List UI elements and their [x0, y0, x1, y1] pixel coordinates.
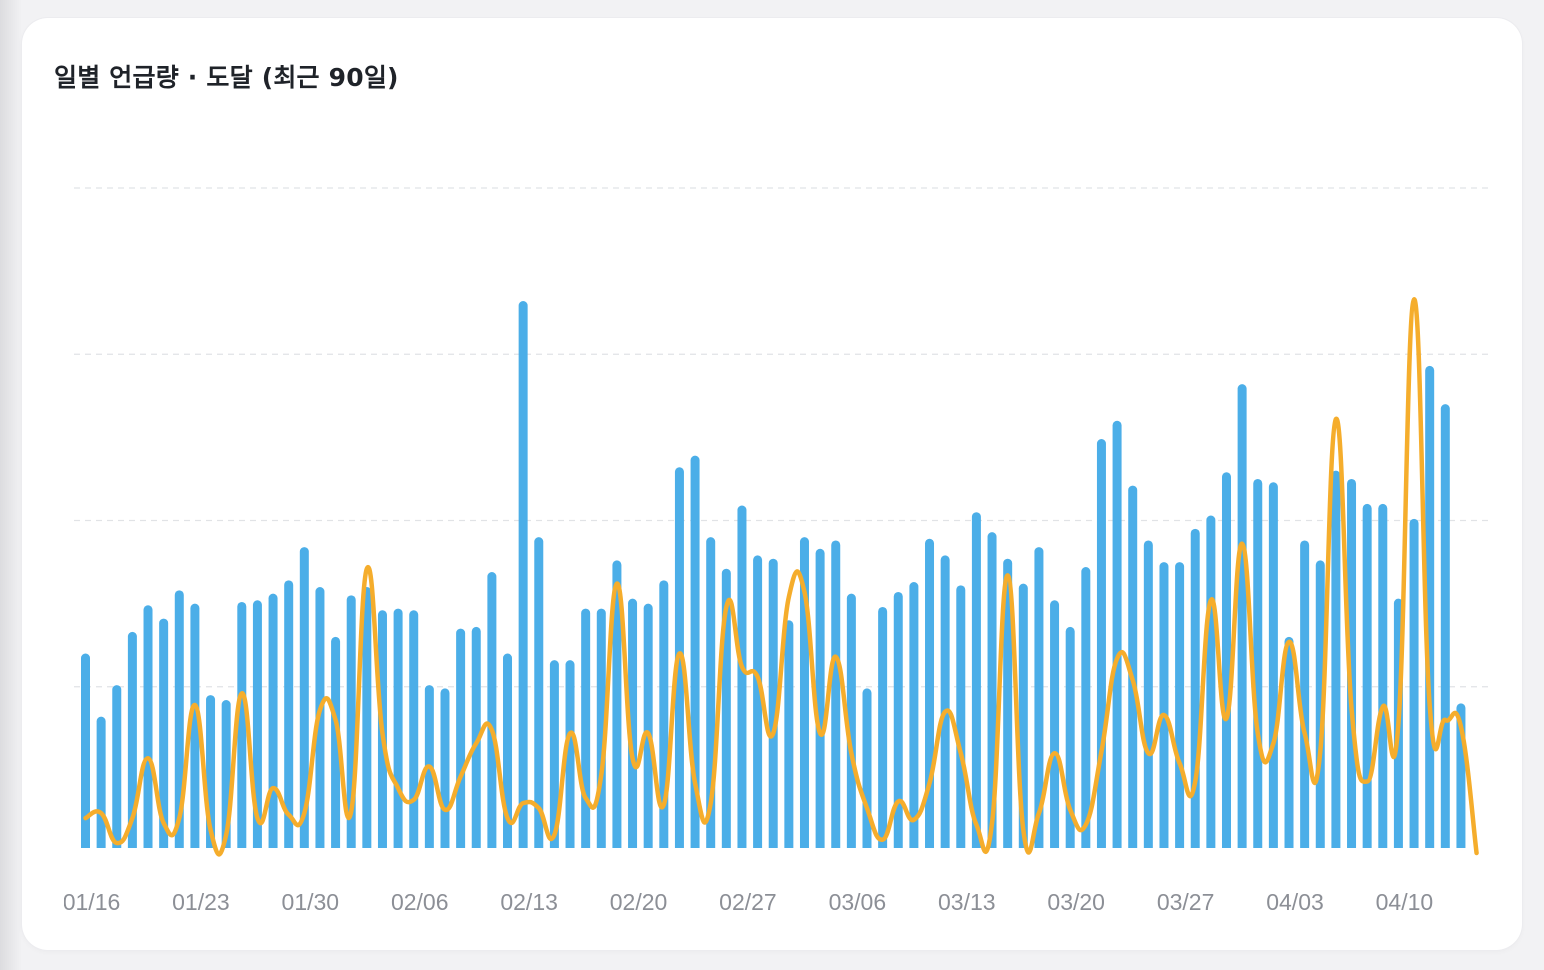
bar: [127, 631, 137, 853]
bar: [784, 620, 794, 853]
window-edge-shadow: [0, 0, 22, 970]
x-tick-label: 02/27: [719, 889, 777, 915]
bar: [565, 660, 575, 853]
bar: [299, 547, 309, 853]
bar: [1081, 567, 1091, 853]
bar: [925, 538, 935, 853]
bar: [331, 636, 341, 853]
bar: [456, 628, 466, 853]
bar: [815, 548, 825, 853]
bar: [190, 603, 200, 853]
bar: [659, 580, 669, 853]
bar: [846, 593, 856, 853]
bar: [1175, 562, 1185, 853]
x-tick-label: 02/13: [500, 889, 558, 915]
bar: [956, 585, 966, 853]
bar: [362, 587, 372, 853]
bar: [1206, 515, 1216, 853]
bar: [1050, 600, 1060, 853]
x-tick-label: 04/03: [1266, 889, 1324, 915]
bar: [1128, 485, 1138, 853]
bar: [909, 582, 919, 853]
bar: [268, 593, 278, 853]
bar: [1331, 470, 1341, 853]
bar: [862, 688, 872, 853]
x-tick-label: 01/23: [172, 889, 230, 915]
bar: [628, 598, 638, 853]
x-axis-ticks: 01/16 01/23 01/30 02/06 02/13 02/20 02/27 03/06…: [63, 889, 1434, 915]
bar: [409, 610, 419, 853]
bar: [643, 603, 653, 853]
bar: [581, 608, 591, 853]
bar: [1003, 558, 1013, 853]
x-tick-label: 04/10: [1376, 889, 1434, 915]
mention-bars: [72, 301, 1492, 853]
bar: [878, 606, 888, 853]
bar: [1440, 404, 1450, 853]
bar: [753, 555, 763, 853]
chart-card: 일별 언급량 · 도달 (최근 90일) 01/16 01/23 01/30 02/0…: [22, 18, 1522, 950]
bar: [1237, 384, 1247, 853]
bar: [1409, 518, 1419, 853]
bar: [1347, 478, 1357, 853]
reach-line: [83, 297, 1479, 857]
bar: [1362, 503, 1372, 853]
card-title: 일별 언급량 · 도달 (최근 90일): [54, 63, 399, 92]
daily-mentions-reach-chart: 01/16 01/23 01/30 02/06 02/13 02/20 02/27 03/06…: [63, 187, 1492, 915]
x-tick-label: 01/16: [63, 889, 121, 915]
bar: [315, 587, 325, 853]
bar: [393, 608, 403, 853]
x-tick-label: 01/30: [282, 889, 340, 915]
bar: [971, 512, 981, 853]
bar: [1096, 439, 1106, 853]
bar: [1253, 478, 1263, 853]
bar: [487, 572, 497, 853]
x-tick-label: 03/13: [938, 889, 996, 915]
bar: [81, 653, 90, 853]
bar: [1378, 503, 1388, 853]
bar: [549, 660, 559, 853]
x-tick-label: 02/06: [391, 889, 449, 915]
bar: [237, 601, 247, 853]
bar: [1190, 528, 1200, 853]
bar-baseline-mask: [72, 848, 1492, 853]
x-tick-label: 02/20: [610, 889, 668, 915]
bar: [612, 560, 622, 853]
bar: [1300, 540, 1310, 853]
bar: [112, 685, 122, 853]
bar: [737, 505, 747, 853]
bar: [159, 618, 169, 853]
x-tick-label: 03/06: [829, 889, 887, 915]
bar: [893, 591, 903, 853]
bar: [1159, 562, 1169, 853]
bar: [1112, 420, 1122, 853]
bar: [1143, 540, 1153, 853]
bar: [1284, 636, 1294, 853]
bar: [440, 688, 450, 853]
bar: [284, 580, 294, 853]
bar: [534, 537, 544, 853]
bar: [831, 540, 841, 853]
bar: [518, 301, 528, 853]
bar: [1221, 472, 1231, 853]
x-tick-label: 03/20: [1047, 889, 1105, 915]
bar: [1268, 482, 1278, 853]
bar: [940, 555, 950, 853]
bar: [96, 716, 106, 853]
bar: [143, 605, 153, 853]
bar: [768, 558, 778, 853]
bar: [1034, 547, 1044, 853]
bar: [674, 467, 684, 853]
x-tick-label: 03/27: [1157, 889, 1215, 915]
